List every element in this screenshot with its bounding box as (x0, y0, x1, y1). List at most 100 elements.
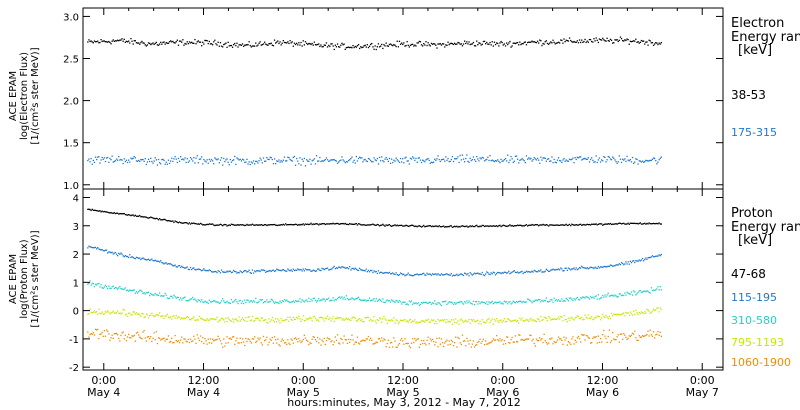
data-point (229, 302, 231, 304)
data-point (630, 161, 633, 163)
data-point (520, 319, 522, 321)
data-point (445, 156, 447, 158)
data-point (292, 45, 294, 47)
data-point (575, 267, 577, 269)
data-point (396, 346, 398, 348)
data-point (189, 319, 192, 321)
data-point (259, 41, 261, 43)
data-point (491, 318, 493, 320)
data-point (646, 333, 648, 336)
data-point (591, 297, 593, 299)
data-point (123, 338, 125, 340)
data-point (144, 337, 146, 339)
data-point (254, 270, 256, 272)
data-point (428, 44, 430, 46)
data-point (163, 317, 165, 320)
data-point (108, 251, 110, 253)
data-point (275, 270, 277, 272)
data-point (424, 342, 426, 344)
data-point (162, 338, 164, 340)
data-point (517, 271, 519, 273)
data-point (560, 338, 562, 340)
data-point (257, 44, 259, 46)
data-point (568, 342, 571, 344)
data-point (155, 314, 157, 316)
data-point (533, 41, 535, 43)
data-point (492, 271, 494, 273)
data-point (154, 315, 156, 317)
data-point (520, 339, 522, 341)
data-point (539, 224, 541, 226)
data-point (324, 300, 326, 302)
data-point (341, 223, 343, 225)
data-point (659, 286, 661, 288)
data-point (612, 332, 614, 334)
data-point (329, 223, 331, 225)
data-point (657, 255, 659, 257)
y-tick-label: 3.0 (63, 12, 79, 23)
data-point (149, 42, 151, 45)
data-point (122, 255, 124, 257)
data-point (589, 342, 592, 344)
data-point (602, 37, 604, 39)
data-point (336, 43, 339, 45)
data-point (385, 319, 387, 321)
data-point (548, 342, 550, 344)
data-point (345, 47, 347, 49)
data-point (254, 301, 256, 303)
data-point (606, 266, 608, 268)
data-point (226, 225, 228, 227)
data-point (155, 41, 157, 44)
data-point (180, 297, 182, 299)
data-point (532, 271, 534, 273)
data-point (328, 44, 330, 47)
data-point (304, 268, 307, 270)
data-point (395, 319, 397, 321)
data-point (160, 260, 162, 262)
data-point (207, 270, 209, 272)
data-point (304, 299, 307, 302)
data-point (270, 270, 272, 272)
data-point (550, 299, 552, 301)
data-point (354, 341, 356, 343)
data-point (145, 259, 147, 261)
data-point (219, 272, 222, 274)
data-point (174, 220, 176, 222)
data-point (103, 286, 105, 288)
data-point (176, 296, 178, 298)
data-point (312, 223, 314, 225)
data-point (159, 43, 161, 45)
data-point (403, 301, 405, 303)
data-point (394, 273, 396, 276)
data-point (543, 316, 545, 318)
data-point (377, 224, 380, 226)
data-point (224, 345, 226, 347)
data-point (610, 340, 613, 342)
data-point (651, 310, 654, 312)
data-point (87, 208, 89, 210)
data-point (207, 338, 209, 340)
data-point (513, 42, 515, 44)
data-point (527, 298, 529, 300)
data-point (529, 224, 531, 226)
data-point (162, 158, 164, 160)
data-point (355, 155, 357, 158)
data-point (461, 45, 464, 47)
data-point (339, 160, 341, 162)
data-point (497, 339, 499, 341)
data-point (175, 266, 177, 268)
data-point (450, 319, 452, 321)
data-point (226, 158, 228, 160)
data-point (587, 224, 589, 226)
data-point (398, 161, 401, 163)
data-point (620, 294, 623, 297)
data-point (166, 313, 168, 315)
data-point (415, 322, 417, 324)
data-point (373, 298, 375, 300)
data-point (477, 158, 479, 160)
data-point (624, 315, 626, 317)
data-point (298, 337, 300, 340)
data-point (101, 249, 103, 251)
data-point (449, 225, 451, 227)
data-point (167, 159, 170, 161)
